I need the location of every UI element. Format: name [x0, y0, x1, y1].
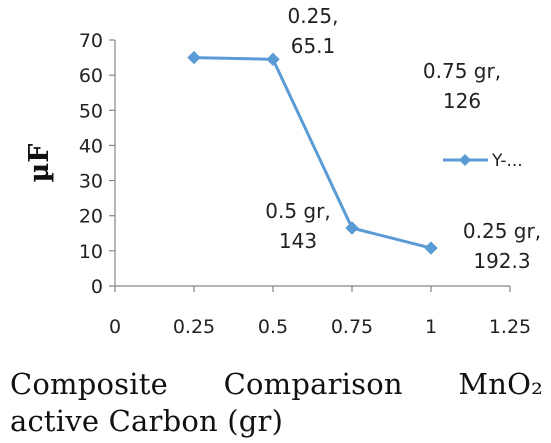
caption-word-comparison: Comparison — [223, 367, 403, 401]
data-label-line: 192.3 — [473, 249, 530, 273]
legend-label: Y-... — [491, 151, 523, 171]
caption-word-composite: Composite — [10, 367, 168, 401]
data-label-line: 126 — [443, 89, 481, 113]
data-label-line: 143 — [279, 229, 317, 253]
x-tick-label: 0.5 — [258, 316, 288, 338]
data-point — [266, 52, 280, 67]
legend-marker — [459, 154, 471, 166]
y-tick-label: 60 — [79, 65, 103, 87]
data-label: 0.75 gr, 126 — [423, 59, 501, 113]
data-point — [345, 221, 359, 235]
y-axis-label: µF — [24, 144, 55, 183]
data-label-line: 65.1 — [291, 34, 336, 58]
y-tick-label: 40 — [79, 135, 103, 157]
x-axis-caption-line-2: active Carbon (gr) — [10, 404, 284, 438]
caption-word-mno2: MnO₂ — [458, 367, 543, 401]
data-point — [187, 50, 201, 65]
data-label-line: 0.75 gr, — [423, 59, 501, 83]
data-label-line: 0.25, — [288, 4, 339, 28]
data-label: 0.25 gr, 192.3 — [463, 219, 541, 273]
x-tick-label: 0.75 — [331, 316, 373, 338]
x-tick-label: 1 — [425, 316, 437, 338]
y-tick-label: 20 — [79, 206, 103, 228]
data-label-line: 0.25 gr, — [463, 219, 541, 243]
data-label: 0.25, 65.1 — [288, 4, 339, 58]
data-label: 0.5 gr, 143 — [265, 199, 330, 253]
x-axis-caption-line-1: Composite Comparison MnO₂ — [10, 367, 543, 401]
x-tick-label: 0 — [109, 316, 121, 338]
data-label-line: 0.5 gr, — [265, 199, 330, 223]
y-tick-label: 10 — [79, 241, 103, 263]
x-tick-label: 1.25 — [489, 316, 531, 338]
y-tick-label: 70 — [79, 30, 103, 52]
data-point — [424, 241, 438, 255]
series-line — [193, 56, 432, 250]
y-tick-label: 50 — [79, 100, 103, 122]
y-tick-label: 30 — [79, 171, 103, 193]
y-tick-label: 0 — [91, 276, 103, 298]
x-tick-label: 0.25 — [173, 316, 215, 338]
